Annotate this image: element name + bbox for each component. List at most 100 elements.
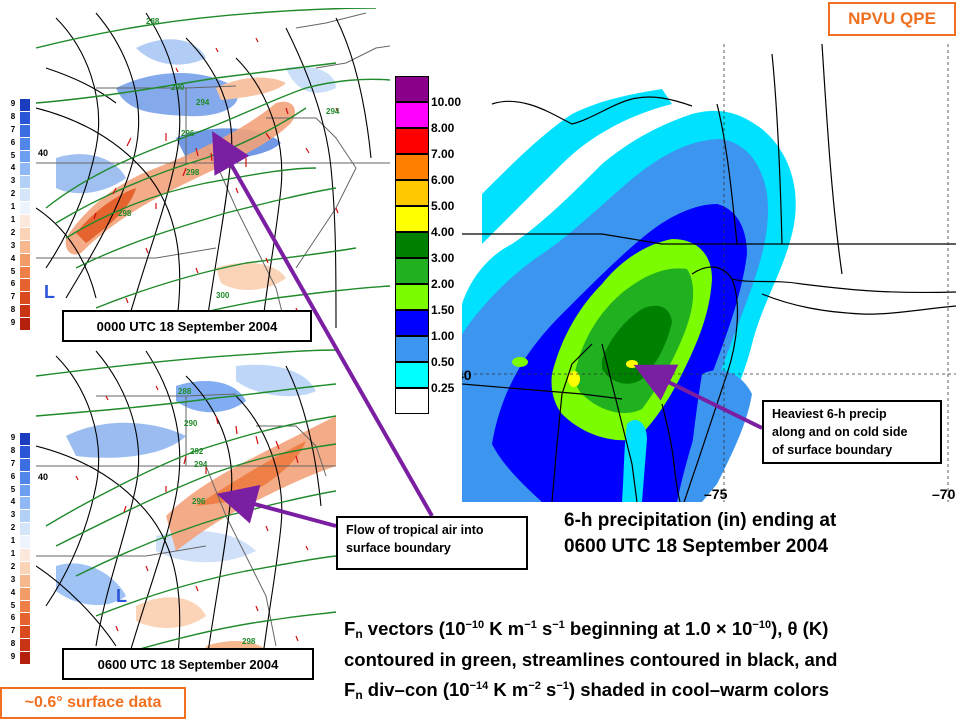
scale-swatch (20, 444, 30, 458)
precip-title-line: 6-h precipitation (in) ending at (564, 510, 837, 531)
upper-theta-label: 288 (146, 17, 160, 26)
scale-number: 3 (10, 240, 16, 250)
precip-map-lon-label: –70 (932, 486, 956, 502)
scale-number: 5 (10, 266, 16, 276)
precip-map-lon-label: –75 (704, 486, 728, 502)
npvu-qpe-label: NPVU QPE (828, 2, 956, 36)
scale-swatch (20, 612, 30, 626)
figure-caption: Fn vectors (10−10 K m−1 s−1 beginning at… (344, 612, 837, 708)
scale-swatch (20, 496, 30, 510)
scale-swatch (20, 201, 30, 214)
precip-legend-label: 2.00 (431, 277, 455, 291)
lower-theta-label: 292 (190, 447, 204, 456)
scale-swatch (20, 304, 30, 318)
scale-swatch (20, 110, 30, 124)
scale-number: 8 (10, 305, 16, 315)
upper-color-scale: 9 8 7 6 5 4 3 2 1 1 2 3 4 5 6 7 8 9 (8, 98, 30, 330)
caption-line-3: Fn div–con (10−14 K m−2 s−1) shaded in c… (344, 679, 829, 702)
precip-map-lat-label: 40 (462, 367, 472, 383)
scale-number: 2 (10, 523, 16, 533)
lower-theta-label: 288 (178, 387, 192, 396)
scale-swatch (20, 265, 30, 279)
scale-swatch (20, 252, 30, 266)
precip-legend-swatch (395, 258, 429, 284)
scale-number: 7 (10, 124, 16, 134)
scale-number: 8 (10, 111, 16, 121)
precip-legend-swatch (395, 180, 429, 206)
scale-number: 6 (10, 137, 16, 147)
precip-legend-label: 5.00 (431, 199, 455, 213)
scale-swatch (20, 162, 30, 176)
lower-theta-label: 298 (242, 637, 256, 646)
precip-legend-swatch (395, 362, 429, 388)
scale-swatch (20, 457, 30, 471)
scale-number: 2 (10, 561, 16, 571)
precip-legend-label: 1.00 (431, 329, 455, 343)
upper-theta-label: 298 (118, 209, 132, 218)
precip-legend-swatch (395, 336, 429, 362)
scale-swatch (20, 651, 30, 664)
precip-legend-label: 0.50 (431, 355, 455, 369)
scale-swatch (20, 226, 30, 240)
scale-number: 6 (10, 279, 16, 289)
precip-legend-swatch (395, 206, 429, 232)
precip-legend-label: 1.50 (431, 303, 455, 317)
lower-theta-label: 296 (192, 497, 206, 506)
scale-swatch (20, 98, 30, 111)
scale-number: 3 (10, 510, 16, 520)
flow-arrow-lower (216, 484, 337, 528)
scale-swatch (20, 317, 30, 330)
heaviest-arrow (633, 364, 763, 430)
upper-theta-label: 298 (186, 168, 200, 177)
scale-swatch (20, 522, 30, 536)
scale-swatch (20, 560, 30, 574)
scale-number: 1 (10, 215, 16, 224)
precip-legend-swatch (395, 388, 429, 414)
scale-number: 6 (10, 471, 16, 481)
scale-swatch (20, 136, 30, 150)
precip-legend-swatch (395, 102, 429, 128)
upper-lat-label: 40 (38, 148, 48, 158)
precip-legend-label: 10.00 (431, 95, 462, 109)
precip-title: 6-h precipitation (in) ending at 0600 UT… (564, 508, 836, 560)
scale-number: 3 (10, 176, 16, 186)
scale-number: 1 (10, 202, 16, 212)
scale-number: 5 (10, 484, 16, 494)
scale-swatch (20, 175, 30, 189)
scale-number: 9 (10, 433, 16, 442)
precip-legend-label: 3.00 (431, 251, 455, 265)
scale-number: 8 (10, 639, 16, 649)
heaviest-precip-annotation: Heaviest 6-h precip along and on cold si… (762, 400, 942, 464)
caption-line-2: contoured in green, streamlines contoure… (344, 649, 838, 670)
scale-number: 9 (10, 99, 16, 108)
scale-number: 2 (10, 227, 16, 237)
scale-swatch (20, 432, 30, 445)
scale-swatch (20, 188, 30, 202)
surface-data-label: ~0.6° surface data (0, 687, 186, 719)
scale-swatch (20, 239, 30, 253)
annotation-line: Heaviest 6-h precip (772, 407, 887, 421)
scale-swatch (20, 483, 30, 497)
upper-theta-label: 290 (171, 83, 185, 92)
precip-legend-swatch (395, 76, 429, 102)
upper-low-label: L (44, 282, 55, 302)
scale-number: 7 (10, 458, 16, 468)
precip-legend-swatch (395, 128, 429, 154)
scale-swatch (20, 278, 30, 292)
lower-color-scale: 9 8 7 6 5 4 3 2 1 1 2 3 4 5 6 7 8 9 (8, 432, 30, 664)
precip-legend-swatch (395, 284, 429, 310)
upper-theta-label: 294 (326, 107, 340, 116)
upper-theta-label: 294 (196, 98, 210, 107)
scale-swatch (20, 638, 30, 652)
upper-theta-label: 296 (181, 129, 195, 138)
precip-legend-label: 4.00 (431, 225, 455, 239)
scale-number: 4 (10, 163, 16, 173)
scale-number: 5 (10, 150, 16, 160)
scale-number: 4 (10, 587, 16, 597)
upper-frontogenesis-map: 40 L 288 290 294 294 296 298 298 300 (36, 8, 390, 340)
scale-swatch (20, 599, 30, 613)
scale-swatch (20, 573, 30, 587)
scale-number: 1 (10, 536, 16, 546)
scale-number: 5 (10, 600, 16, 610)
lower-theta-label: 290 (184, 419, 198, 428)
